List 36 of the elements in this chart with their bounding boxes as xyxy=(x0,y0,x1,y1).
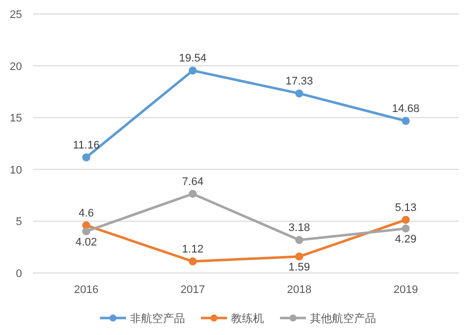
point xyxy=(402,116,410,125)
legend-label: 教练机 xyxy=(231,313,264,325)
data-label: 19.54 xyxy=(178,52,207,65)
y-tick-label: 25 xyxy=(10,9,22,21)
point xyxy=(402,224,410,233)
data-label: 17.33 xyxy=(285,75,314,88)
data-label: 4.29 xyxy=(395,234,416,246)
point xyxy=(402,216,410,224)
y-tick-label: 5 xyxy=(16,216,22,228)
point xyxy=(295,252,304,261)
point xyxy=(188,257,197,266)
y-tick-label: 10 xyxy=(10,164,22,176)
data-label: 4.6 xyxy=(78,207,94,220)
data-label: 3.18 xyxy=(288,222,310,234)
x-tick-label: 2019 xyxy=(394,284,418,296)
x-tick-label: 2017 xyxy=(180,284,205,296)
point xyxy=(82,153,90,162)
point xyxy=(188,190,197,198)
y-tick-label: 20 xyxy=(10,60,22,73)
data-label: 1.12 xyxy=(182,243,204,256)
data-label: 7.64 xyxy=(182,176,204,188)
data-label: 1.59 xyxy=(288,262,310,274)
data-label: 5.13 xyxy=(395,202,416,214)
point xyxy=(188,66,197,75)
data-label: 11.16 xyxy=(72,139,100,152)
x-tick-label: 2016 xyxy=(74,284,98,296)
y-tick-label: 15 xyxy=(10,112,22,125)
point xyxy=(295,89,304,98)
legend-label: 非航空产品 xyxy=(130,312,185,325)
point xyxy=(295,236,304,244)
x-tick-label: 2018 xyxy=(287,284,312,296)
point xyxy=(82,227,90,236)
data-label: 4.02 xyxy=(76,236,97,248)
legend-label: 其他航空产品 xyxy=(310,312,376,325)
y-tick-label: 0 xyxy=(16,268,22,280)
data-label: 14.68 xyxy=(392,102,420,115)
